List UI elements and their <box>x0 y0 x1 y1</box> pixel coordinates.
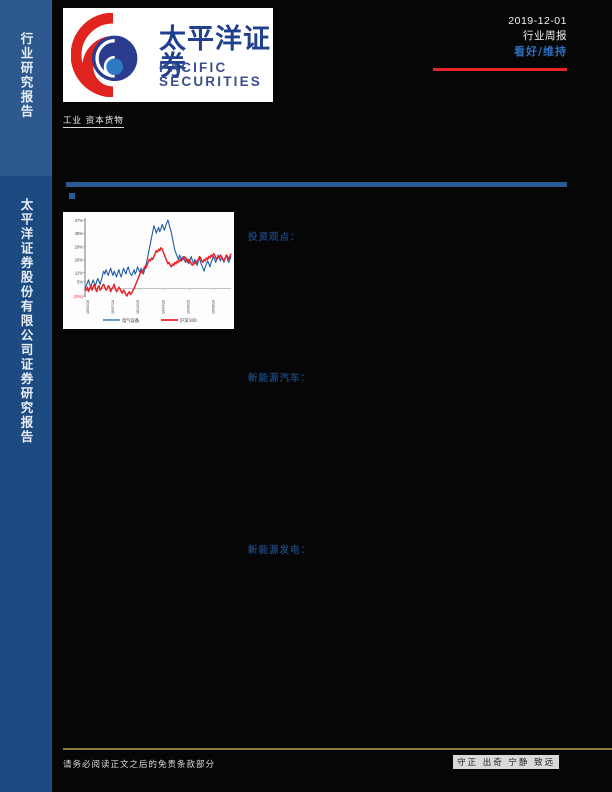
industry-tag: 工业 资本货物 <box>63 116 124 128</box>
footer-rule <box>63 748 612 750</box>
page-body: 太平洋证券 PACIFIC SECURITIES 2019-12-01 行业周报… <box>52 0 612 792</box>
report-date: 2019-12-01 <box>508 15 567 27</box>
logo-english-name: PACIFIC SECURITIES <box>159 60 263 89</box>
svg-text:电气设备: 电气设备 <box>122 317 140 324</box>
svg-text:18/07/20: 18/07/20 <box>111 300 115 314</box>
company-logo: 太平洋证券 PACIFIC SECURITIES <box>63 8 273 102</box>
sidebar-top-label: 行业研究报告 <box>18 32 34 119</box>
section-heading-nev: 新能源汽车： <box>248 373 312 384</box>
footer-disclaimer: 请务必阅读正文之后的免责条款部分 <box>63 760 216 770</box>
svg-text:19/06/16: 19/06/16 <box>186 300 190 314</box>
pacific-securities-logo-icon <box>71 13 138 97</box>
report-type: 行业周报 <box>523 30 567 42</box>
chart-legend: 电气设备 沪深300 <box>103 317 197 324</box>
section-divider-bar <box>66 182 567 187</box>
svg-text:18/12/15: 18/12/15 <box>136 300 140 314</box>
footer-slogan: 守正 出奇 宁静 致远 <box>453 755 560 769</box>
chart-x-axis: 18/03/16 18/07/20 18/12/15 19/04/20 19/06/16… <box>86 288 216 314</box>
svg-text:47%: 47% <box>75 218 84 223</box>
svg-text:11%: 11% <box>75 271 83 276</box>
svg-text:29%: 29% <box>75 244 84 249</box>
svg-text:5%: 5% <box>77 279 83 284</box>
sidebar-top-band: 行业研究报告 <box>0 0 52 176</box>
svg-text:18/03/16: 18/03/16 <box>86 300 90 314</box>
svg-text:19/04/20: 19/04/20 <box>161 300 165 314</box>
section-bullet-icon <box>69 193 75 199</box>
svg-text:沪深300: 沪深300 <box>180 317 197 324</box>
report-header: 2019-12-01 行业周报 看好/维持 <box>337 14 567 60</box>
header-red-rule <box>433 68 567 71</box>
svg-text:19/08/16: 19/08/16 <box>212 300 216 314</box>
sidebar-bottom-label: 太平洋证券股份有限公司证券研究报告 <box>18 198 34 445</box>
rating-badge: 看好/维持 <box>513 45 567 58</box>
svg-text:38%: 38% <box>75 231 84 236</box>
svg-text:(5%): (5%) <box>74 294 83 299</box>
section-heading-investment-view: 投资观点： <box>248 232 301 243</box>
left-sidebar: 行业研究报告 太平洋证券股份有限公司证券研究报告 <box>0 0 52 792</box>
performance-chart: 47% 38% 29% 20% 11% 5% (5%) 18/03/16 18/07/20 18… <box>63 212 234 329</box>
chart-canvas: 47%38%29%20%11%5%(5%) 18/03/16 18/07/20 18… <box>74 218 232 324</box>
sidebar-bottom-band: 太平洋证券股份有限公司证券研究报告 <box>0 176 52 792</box>
chart-series-group <box>84 219 232 297</box>
logo-chinese-name: 太平洋证券 <box>159 24 271 82</box>
svg-text:20%: 20% <box>75 257 84 262</box>
section-heading-new-energy-power: 新能源发电： <box>248 545 312 556</box>
